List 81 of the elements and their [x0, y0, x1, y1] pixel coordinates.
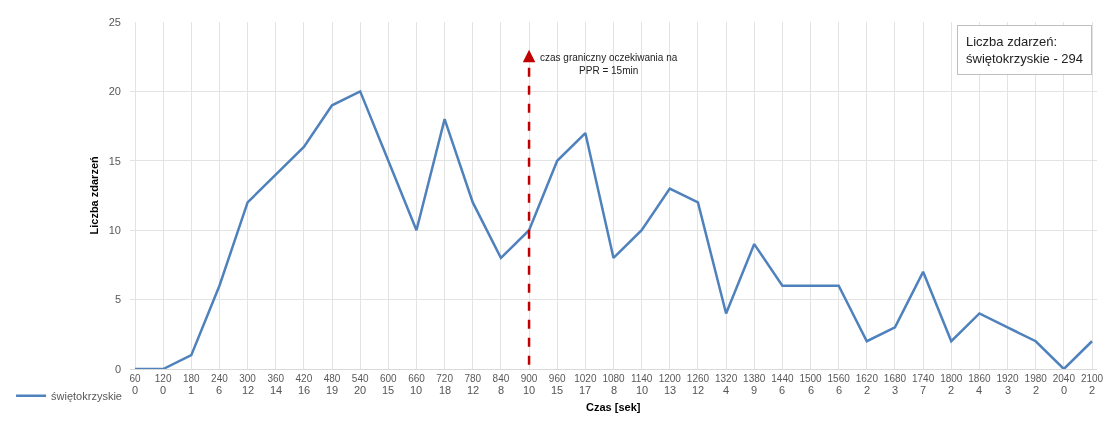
x-tick-label: 720 [436, 373, 454, 384]
data-label: 20 [354, 384, 367, 396]
data-label: 10 [636, 384, 649, 396]
data-label: 2 [948, 384, 955, 396]
data-label: 0 [132, 384, 139, 396]
data-label: 13 [664, 384, 677, 396]
x-tick-label: 1080 [602, 373, 626, 384]
data-label: 12 [467, 384, 480, 396]
data-label: 10 [410, 384, 423, 396]
y-tick-label: 5 [114, 293, 121, 306]
x-tick-label: 540 [351, 373, 369, 384]
x-tick-label: 600 [379, 373, 398, 384]
x-tick-label: 360 [267, 373, 285, 384]
x-tick-label: 1620 [855, 373, 879, 384]
ref-line-label: czas graniczny oczekiwania na PPR = 15min [540, 52, 678, 76]
data-label: 2 [1033, 384, 1040, 396]
data-label: 4 [976, 384, 983, 396]
x-tick-label: 1860 [968, 373, 991, 384]
data-label: 8 [498, 384, 505, 396]
data-label: 6 [779, 384, 786, 396]
x-tick-label: 1980 [1024, 373, 1048, 384]
data-label: 6 [836, 384, 843, 396]
y-tick-label: 0 [114, 362, 121, 375]
x-tick-label: 1020 [574, 373, 597, 384]
x-tick-label: 1500 [799, 373, 823, 384]
x-tick-label: 1560 [827, 373, 851, 384]
data-label: 0 [1061, 384, 1068, 396]
y-tick-label: 25 [108, 15, 121, 28]
x-axis-title: Czas [sek] [586, 401, 641, 413]
x-tick-label: 300 [239, 373, 257, 384]
x-tick-label: 780 [464, 373, 482, 384]
x-tick-label: 180 [182, 373, 201, 384]
x-tick-label: 660 [408, 373, 426, 384]
annotation: Liczba zdarzeń: świętokrzyskie - 294 [966, 34, 1084, 66]
data-label: 7 [920, 384, 927, 396]
x-tick-label: 1740 [911, 373, 935, 384]
y-tick-label: 20 [108, 85, 121, 98]
x-tick-label: 240 [211, 373, 229, 384]
data-label: 6 [808, 384, 815, 396]
data-label: 18 [439, 384, 452, 396]
legend-label: świętokrzyskie [51, 390, 122, 403]
x-tick-label: 840 [492, 373, 510, 384]
data-label: 8 [611, 384, 618, 396]
data-label: 15 [382, 384, 395, 396]
data-label: 2 [864, 384, 871, 396]
data-label: 17 [579, 384, 592, 396]
y-tick-label: 10 [108, 224, 121, 237]
x-tick-label: 1380 [743, 373, 766, 384]
x-tick-label: 420 [295, 373, 313, 384]
x-tick-label: 60 [129, 373, 141, 384]
x-tick-label: 1140 [630, 373, 653, 384]
x-tick-label: 2100 [1080, 373, 1104, 384]
x-tick-label: 1320 [714, 373, 738, 384]
x-tick-label: 1920 [996, 373, 1020, 384]
data-label: 4 [723, 384, 730, 396]
x-tick-label: 1260 [686, 373, 710, 384]
x-tick-label: 1800 [940, 373, 963, 384]
x-tick-label: 900 [520, 373, 538, 384]
y-axis-title: Liczba zdarzeń [87, 155, 100, 235]
data-label: 3 [1005, 384, 1012, 396]
x-tick-label: 120 [154, 373, 172, 384]
data-label: 15 [551, 384, 564, 396]
data-label: 14 [270, 384, 283, 396]
x-tick-label: 960 [548, 373, 566, 384]
x-tick-label: 480 [323, 373, 341, 384]
data-label: 2 [1089, 384, 1096, 396]
data-label: 3 [892, 384, 899, 396]
x-tick-label: 1440 [771, 373, 794, 384]
x-tick-label: 1680 [883, 373, 907, 384]
data-label: 10 [523, 384, 536, 396]
x-tick-label: 1200 [658, 373, 682, 384]
data-label: 9 [751, 384, 758, 396]
data-label: 12 [692, 384, 705, 396]
x-tick-label: 2040 [1052, 373, 1076, 384]
data-label: 6 [216, 384, 223, 396]
data-label: 19 [326, 384, 339, 396]
data-label: 0 [160, 384, 167, 396]
data-label: 12 [242, 384, 255, 396]
y-tick-label: 15 [108, 154, 121, 167]
data-label: 16 [298, 384, 311, 396]
data-label: 1 [188, 384, 195, 396]
